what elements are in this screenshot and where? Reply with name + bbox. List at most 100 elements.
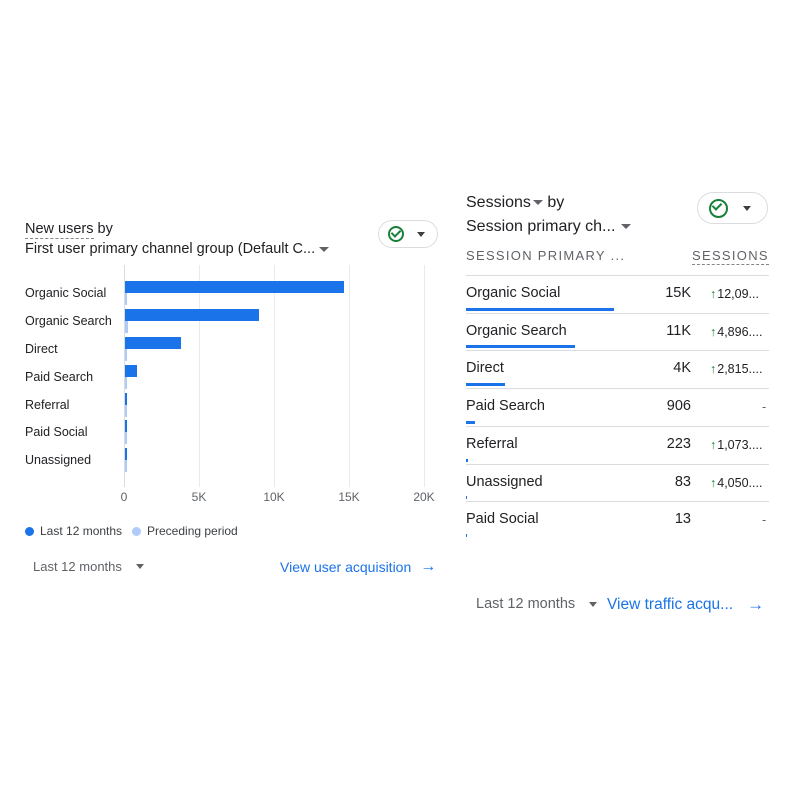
row-share-bar: [466, 496, 467, 500]
dimension-label: First user primary channel group (Defaul…: [25, 241, 316, 257]
date-range-label: Last 12 months: [33, 559, 122, 574]
link-label: View user acquisition: [280, 559, 412, 575]
bar-current-paid-search[interactable]: [125, 365, 137, 377]
caret-down-icon: [135, 564, 144, 569]
x-tick-label: 20K: [413, 490, 435, 504]
bar-previous-organic-search[interactable]: [125, 321, 128, 333]
gridline: [199, 265, 200, 487]
change-text: 4,896....: [717, 324, 763, 339]
change-text: 1,073....: [717, 437, 763, 452]
bar-current-paid-social[interactable]: [125, 420, 127, 432]
metric-selector[interactable]: New users: [25, 221, 94, 239]
bar-previous-referral[interactable]: [125, 405, 127, 417]
new-users-card: New users by First user primary channel …: [0, 0, 450, 800]
category-label-direct: Direct: [25, 342, 58, 356]
arrow-up-icon: ↑: [710, 475, 717, 490]
row-change-value: -: [762, 400, 767, 415]
caret-down-icon: [743, 205, 751, 211]
link-label: View traffic acqu...: [607, 596, 734, 613]
change-text: 12,09...: [717, 287, 759, 301]
metric-selector[interactable]: Sessions: [466, 194, 543, 211]
title-by-text: by: [97, 221, 113, 237]
caret-down-icon: [417, 231, 425, 237]
row-change-value: ↑4,896....: [710, 325, 762, 339]
row-change-value: ↑12,09...: [710, 287, 759, 301]
legend-swatch-current: [25, 527, 34, 536]
column-header-dimension: SESSION PRIMARY ...: [466, 248, 626, 263]
row-sessions-value: 13: [674, 511, 691, 528]
row-share-bar: [466, 345, 576, 349]
arrow-right-icon: →: [420, 558, 437, 575]
arrow-up-icon: ↑: [710, 287, 717, 301]
table-divider: [466, 275, 769, 276]
row-label: Organic Social: [466, 285, 561, 301]
compare-toggle-button[interactable]: [697, 192, 768, 224]
bar-current-direct[interactable]: [125, 337, 181, 349]
card-title-metric-line: Sessions by: [466, 194, 564, 212]
arrow-up-icon: ↑: [710, 437, 717, 452]
dimension-label: Session primary ch...: [466, 218, 616, 235]
x-tick-label: 0: [120, 490, 128, 504]
bar-current-unassigned[interactable]: [125, 448, 127, 460]
row-change-value: ↑4,050....: [710, 476, 762, 490]
view-traffic-acquisition-link[interactable]: View traffic acqu... →: [607, 595, 764, 615]
row-change-value: -: [762, 513, 767, 528]
row-share-bar: [466, 458, 469, 462]
arrow-right-icon: →: [747, 595, 765, 614]
check-circle-icon: [709, 198, 728, 218]
arrow-up-icon: ↑: [710, 324, 717, 339]
row-change-value: ↑2,815....: [710, 362, 762, 376]
compare-toggle-button[interactable]: [378, 220, 438, 248]
x-tick-label: 10K: [263, 490, 285, 504]
caret-down-icon: [589, 601, 598, 607]
row-sessions-value: 83: [674, 473, 691, 490]
row-label: Organic Search: [466, 322, 567, 339]
table-divider: [466, 388, 769, 390]
bar-current-referral[interactable]: [125, 393, 127, 405]
row-label: Paid Social: [466, 511, 539, 528]
row-label: Referral: [466, 435, 518, 452]
caret-down-icon: [319, 246, 330, 252]
legend-label-current: Last 12 months: [40, 524, 123, 538]
x-tick-label: 15K: [338, 490, 360, 504]
check-circle-icon: [388, 226, 404, 242]
column-header-sessions[interactable]: SESSIONS: [692, 248, 769, 265]
table-divider: [466, 463, 769, 465]
gridline: [424, 265, 425, 487]
gridline: [349, 265, 350, 487]
view-user-acquisition-link[interactable]: View user acquisition →: [280, 558, 436, 576]
row-label: Paid Search: [466, 398, 545, 415]
date-range-selector[interactable]: Last 12 months: [33, 559, 144, 574]
category-label-organic-search: Organic Search: [25, 314, 112, 328]
caret-down-icon: [532, 200, 543, 206]
table-divider: [466, 312, 769, 314]
bar-previous-paid-social[interactable]: [125, 432, 127, 444]
change-text: 4,050....: [717, 475, 763, 490]
bar-previous-paid-search[interactable]: [125, 377, 127, 389]
legend-swatch-previous: [132, 527, 141, 536]
change-text: 2,815....: [717, 362, 763, 377]
date-range-label: Last 12 months: [476, 596, 576, 612]
bar-current-organic-social[interactable]: [125, 281, 344, 293]
bar-current-organic-search[interactable]: [125, 309, 259, 321]
bar-previous-unassigned[interactable]: [125, 460, 127, 472]
card-title-metric-line: New users by: [25, 221, 113, 239]
category-label-organic-social: Organic Social: [25, 286, 107, 300]
metric-label: Sessions: [466, 194, 531, 211]
category-label-paid-social: Paid Social: [25, 425, 88, 439]
row-sessions-value: 4K: [673, 360, 691, 377]
dimension-selector[interactable]: First user primary channel group (Defaul…: [25, 241, 330, 257]
dimension-selector[interactable]: Session primary ch...: [466, 218, 632, 236]
category-label-unassigned: Unassigned: [25, 453, 92, 467]
row-change-value: ↑1,073....: [710, 438, 762, 452]
table-divider: [466, 425, 769, 427]
bar-previous-direct[interactable]: [125, 349, 127, 361]
bar-previous-organic-social[interactable]: [125, 293, 127, 305]
row-sessions-value: 11K: [666, 322, 691, 339]
legend-label-previous: Preceding period: [147, 524, 238, 538]
title-by-text: by: [547, 194, 565, 211]
category-label-referral: Referral: [25, 398, 70, 412]
table-divider: [466, 350, 769, 352]
date-range-selector[interactable]: Last 12 months: [476, 596, 598, 612]
row-label: Direct: [466, 360, 504, 377]
